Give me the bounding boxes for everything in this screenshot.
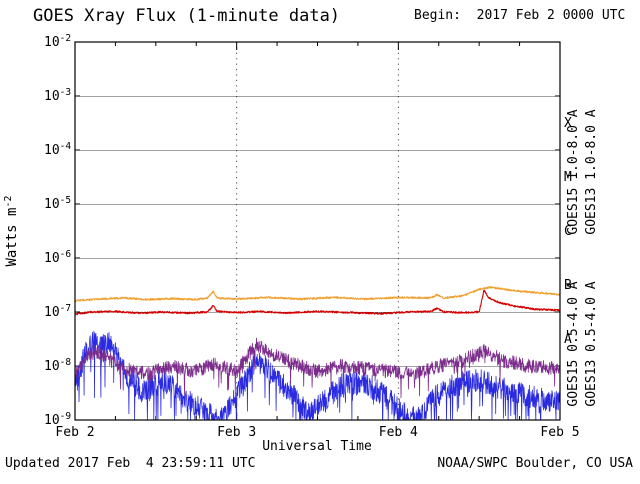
x-axis-label: Universal Time [262,439,372,454]
y-axis-label-main: Watts m [4,208,20,267]
begin-timestamp: Begin: 2017 Feb 2 0000 UTC [414,8,625,23]
legend-goes15-long-label: GOES15 1.0-8.0 A [566,109,581,234]
flare-class-x-label: X [564,116,572,131]
y-tick-label: 10-6 [44,249,71,266]
x-tick-label: Feb 3 [217,425,256,440]
legend-goes13-long-label: GOES13 1.0-8.0 A [584,109,599,234]
legend-goes15-short-label: GOES15 0.5-4.0 A [566,281,581,406]
y-tick-label: 10-8 [44,357,71,374]
x-tick-label: Feb 2 [55,425,94,440]
flare-class-a-label: A [564,332,572,347]
plot-frame [74,41,561,421]
flare-class-c-label: C [564,224,572,239]
series-goes15-1-0-8-0-a [74,289,561,316]
flare-class-b-label: B [564,278,572,293]
y-axis-label: Watts m-2 [3,195,20,266]
series-goes13-0-5-4-0-a [74,330,561,421]
legend-goes13-short-label: GOES13 0.5-4.0 A [584,281,599,406]
y-tick-label: 10-4 [44,141,71,158]
credit-text: NOAA/SWPC Boulder, CO USA [437,456,633,471]
y-tick-label: 10-5 [44,195,71,212]
flare-class-m-label: M [564,170,572,185]
updated-timestamp: Updated 2017 Feb 4 23:59:11 UTC [5,456,255,471]
x-tick-label: Feb 4 [379,425,418,440]
y-tick-label: 10-3 [44,87,71,104]
y-axis-label-superscript: -2 [3,195,14,207]
series-goes13-1-0-8-0-a [74,285,561,302]
chart-title: GOES Xray Flux (1-minute data) [33,6,340,26]
y-tick-label: 10-2 [44,33,71,50]
y-tick-label: 10-7 [44,303,71,320]
x-tick-label: Feb 5 [540,425,579,440]
series-goes15-0-5-4-0-a [74,337,561,402]
